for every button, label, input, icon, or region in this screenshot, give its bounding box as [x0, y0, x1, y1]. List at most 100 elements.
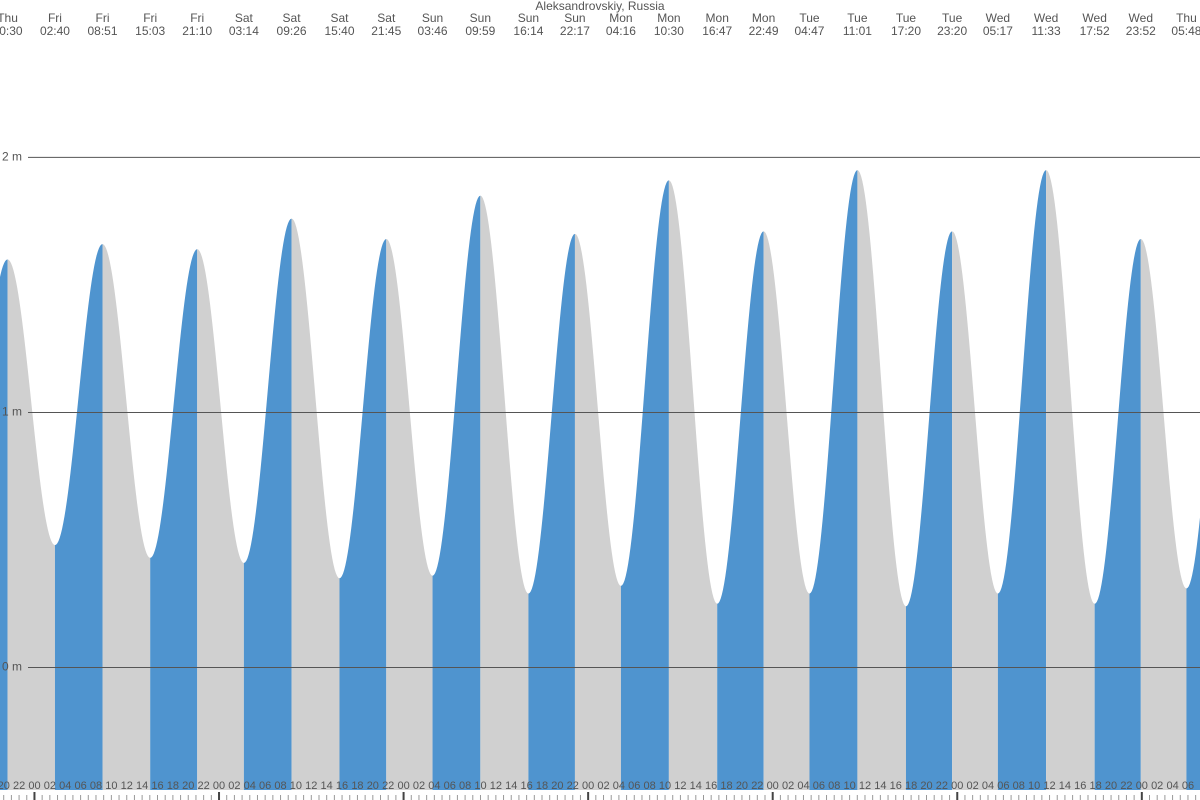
hour-label: 06: [444, 780, 456, 792]
hour-label: 00: [951, 780, 963, 792]
hour-label: 12: [674, 780, 686, 792]
extreme-day: Sat: [330, 11, 349, 25]
hour-label: 10: [659, 780, 671, 792]
hour-label: 10: [1028, 780, 1040, 792]
tide-segment: [54, 244, 103, 790]
tide-segment: [480, 195, 529, 790]
extreme-time: 21:45: [371, 24, 401, 38]
extreme-day: Mon: [752, 11, 775, 25]
hour-label: 14: [505, 780, 517, 792]
hour-label: 00: [28, 780, 40, 792]
extreme-time: 04:47: [794, 24, 824, 38]
extreme-time: 15:40: [324, 24, 354, 38]
tide-segment: [997, 170, 1047, 790]
extreme-time: 05:48: [1171, 24, 1200, 38]
hour-label: 06: [628, 780, 640, 792]
hour-label: 20: [182, 780, 194, 792]
hour-label: 04: [428, 780, 440, 792]
hour-label: 00: [213, 780, 225, 792]
extreme-day: Tue: [847, 11, 868, 25]
hour-label: 02: [1151, 780, 1163, 792]
tide-segment: [291, 218, 340, 791]
hour-label: 08: [459, 780, 471, 792]
extreme-day: Fri: [143, 11, 157, 25]
hour-label: 18: [720, 780, 732, 792]
tide-segment: [7, 259, 55, 790]
hour-label: 14: [690, 780, 702, 792]
hour-label: 18: [905, 780, 917, 792]
tide-segment: [102, 244, 151, 790]
extreme-time: 03:46: [418, 24, 448, 38]
extreme-time: 10:30: [654, 24, 684, 38]
hour-label: 00: [1136, 780, 1148, 792]
extreme-time: 05:17: [983, 24, 1013, 38]
tide-segment: [763, 231, 810, 790]
hour-label: 02: [228, 780, 240, 792]
extreme-time: 23:20: [937, 24, 967, 38]
tide-segment: [150, 249, 198, 791]
hour-label: 10: [474, 780, 486, 792]
hour-label: 04: [982, 780, 994, 792]
tide-segment: [574, 233, 621, 790]
hour-label: 14: [136, 780, 148, 792]
tide-segment: [528, 233, 575, 790]
extreme-time: 16:14: [513, 24, 543, 38]
hour-label: 00: [397, 780, 409, 792]
y-tick-label: 0 m: [2, 660, 22, 674]
extreme-day: Sat: [283, 11, 302, 25]
extreme-time: 21:10: [182, 24, 212, 38]
hour-label: 04: [797, 780, 809, 792]
extreme-day: Sun: [470, 11, 491, 25]
hour-label: 22: [936, 780, 948, 792]
extreme-time: 09:26: [277, 24, 307, 38]
extreme-day: Wed: [1082, 11, 1106, 25]
y-tick-label: 2 m: [2, 150, 22, 164]
hour-label: 22: [198, 780, 210, 792]
tide-segment: [386, 238, 433, 790]
extreme-day: Thu: [0, 11, 18, 25]
hour-label: 16: [890, 780, 902, 792]
chart-title: Aleksandrovskiy, Russia: [535, 0, 664, 13]
hour-label: 00: [582, 780, 594, 792]
hour-label: 18: [351, 780, 363, 792]
hour-label: 10: [290, 780, 302, 792]
hour-label: 22: [567, 780, 579, 792]
y-tick-label: 1 m: [2, 405, 22, 419]
hour-label: 22: [382, 780, 394, 792]
extreme-time: 11:01: [843, 24, 872, 38]
extreme-day: Mon: [657, 11, 680, 25]
hour-label: 20: [1105, 780, 1117, 792]
hour-label: 08: [274, 780, 286, 792]
hour-label: 14: [321, 780, 333, 792]
hour-label: 20: [367, 780, 379, 792]
hour-label: 02: [967, 780, 979, 792]
hour-label: 04: [59, 780, 71, 792]
extreme-time: 17:20: [891, 24, 921, 38]
hour-label: 16: [1074, 780, 1086, 792]
extreme-day: Sat: [235, 11, 254, 25]
hour-label: 12: [859, 780, 871, 792]
hour-label: 08: [90, 780, 102, 792]
extreme-time: 08:51: [88, 24, 118, 38]
extreme-day: Tue: [896, 11, 917, 25]
hour-label: 10: [105, 780, 117, 792]
tide-segment: [717, 231, 764, 790]
extreme-time: 22:49: [749, 24, 779, 38]
extreme-time: 23:52: [1126, 24, 1156, 38]
hour-label: 20: [736, 780, 748, 792]
extreme-time: 02:40: [40, 24, 70, 38]
extreme-day: Mon: [609, 11, 632, 25]
tide-segment: [668, 180, 718, 790]
extreme-time: 22:17: [560, 24, 590, 38]
tide-segment: [620, 180, 669, 790]
hour-label: 22: [1120, 780, 1132, 792]
tide-segment: [0, 259, 8, 790]
hour-label: 06: [259, 780, 271, 792]
hour-label: 10: [843, 780, 855, 792]
tide-segment: [1046, 170, 1095, 790]
extreme-day: Tue: [942, 11, 963, 25]
hour-label: 20: [920, 780, 932, 792]
hour-label: 12: [1043, 780, 1055, 792]
extreme-day: Fri: [96, 11, 110, 25]
hour-label: 16: [705, 780, 717, 792]
